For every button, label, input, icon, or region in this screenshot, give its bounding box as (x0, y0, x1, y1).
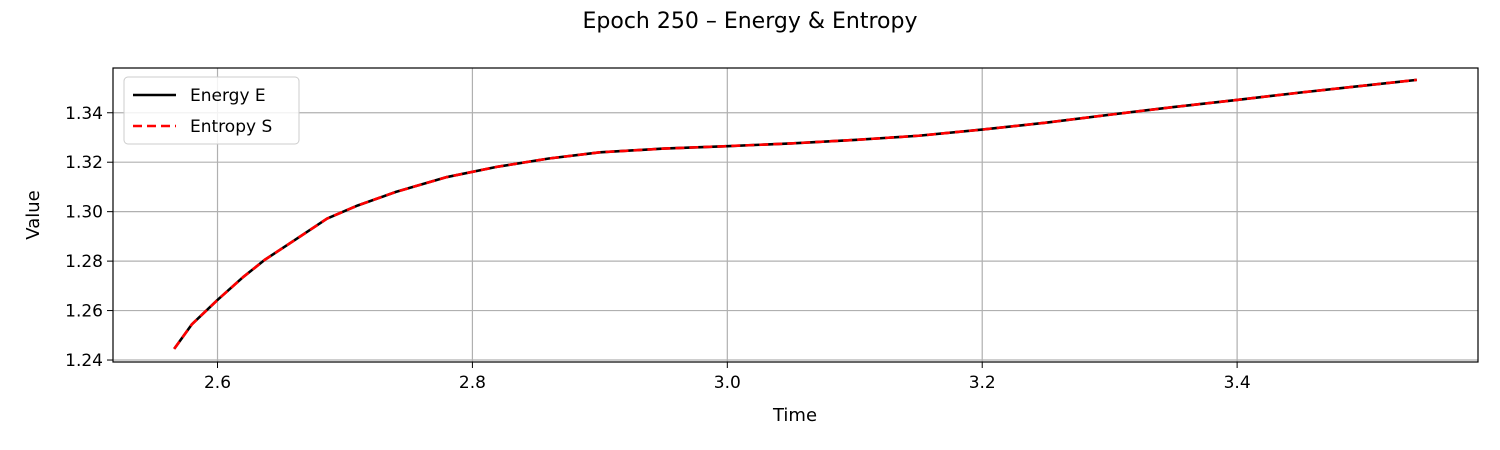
legend-label-entropy: Entropy S (190, 117, 272, 137)
y-tick-label: 1.34 (65, 104, 103, 124)
y-tick-label: 1.32 (65, 153, 103, 173)
x-axis-label: Time (772, 405, 817, 426)
y-tick-label: 1.28 (65, 252, 103, 272)
plot-area-frame (112, 67, 1479, 363)
x-tick-label: 2.8 (459, 373, 486, 393)
x-tick-label: 3.2 (969, 373, 996, 393)
y-tick-label: 1.26 (65, 302, 103, 322)
legend-label-energy: Energy E (190, 86, 266, 106)
series-line-entropy (173, 78, 1417, 350)
series-line-energy (173, 78, 1417, 350)
x-tick-label: 2.6 (204, 373, 231, 393)
x-tick-label: 3.0 (714, 373, 741, 393)
x-tick-label: 3.4 (1224, 373, 1251, 393)
legend: Energy E Entropy S (123, 76, 300, 145)
y-tick-label: 1.24 (65, 351, 103, 371)
x-axis-ticks: 2.6 2.8 3.0 3.2 3.4 (204, 362, 1251, 393)
y-tick-label: 1.30 (65, 203, 103, 223)
series-layer (173, 78, 1417, 350)
y-axis-label: Value (23, 190, 44, 239)
y-axis-ticks: 1.24 1.26 1.28 1.30 1.32 1.34 (65, 104, 113, 371)
chart-title: Epoch 250 – Energy & Entropy (583, 9, 918, 34)
grid-layer (113, 68, 1478, 362)
